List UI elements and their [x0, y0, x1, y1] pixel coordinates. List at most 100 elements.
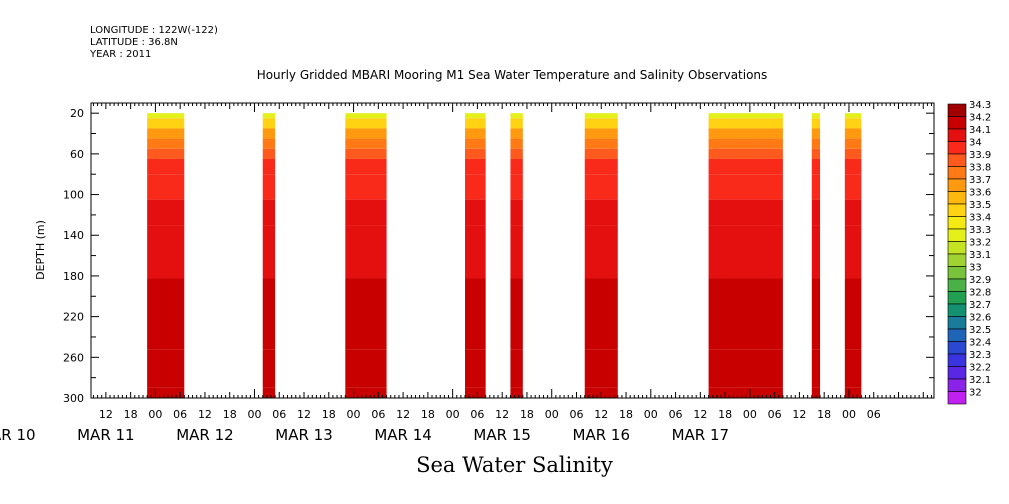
x-tick-label: 06	[669, 408, 683, 421]
colorbar-swatch	[947, 316, 967, 330]
x-tick-label: 18	[124, 408, 138, 421]
plot-area	[147, 113, 862, 398]
y-tick-label: 20	[70, 107, 84, 120]
salinity-cell	[708, 278, 783, 350]
salinity-cell	[811, 113, 821, 119]
x-tick-label: 00	[842, 408, 856, 421]
salinity-cell	[510, 225, 523, 279]
salinity-cell	[345, 387, 387, 398]
y-tick-label: 180	[63, 270, 84, 283]
salinity-cell	[844, 118, 862, 129]
salinity-cell	[584, 128, 618, 139]
colorbar-label: 33.1	[969, 250, 991, 261]
salinity-cell	[844, 158, 862, 175]
colorbar-swatch	[947, 166, 967, 180]
variable-label: Sea Water Salinity	[416, 453, 613, 477]
colorbar-swatch	[947, 103, 967, 117]
x-tick-label: 18	[223, 408, 237, 421]
salinity-cell	[844, 349, 862, 388]
colorbar-label: 32.9	[969, 275, 991, 286]
salinity-cell	[465, 128, 486, 139]
salinity-cell	[708, 387, 783, 398]
salinity-cell	[147, 278, 185, 350]
salinity-cell	[262, 349, 276, 388]
colorbar-swatch	[947, 153, 967, 167]
salinity-cell	[345, 118, 387, 129]
y-tick-label: 140	[63, 229, 84, 242]
x-tick-label: 12	[693, 408, 707, 421]
salinity-cell	[708, 158, 783, 175]
salinity-cell	[345, 225, 387, 279]
x-tick-label: 06	[371, 408, 385, 421]
x-tick-label: 18	[421, 408, 435, 421]
colorbar-swatch	[947, 116, 967, 130]
salinity-cell	[262, 199, 276, 226]
salinity-cell	[510, 118, 523, 129]
salinity-cell	[345, 128, 387, 139]
colorbar-swatch	[947, 303, 967, 317]
colorbar-label: 33.7	[969, 175, 991, 186]
colorbar-label: 33.9	[969, 150, 991, 161]
y-tick-label: 220	[63, 311, 84, 324]
salinity-cell	[811, 174, 821, 200]
x-tick-label: 06	[768, 408, 782, 421]
plot-frame	[90, 102, 935, 399]
colorbar-label: 34.1	[969, 125, 991, 136]
colorbar-label: 32.8	[969, 288, 991, 299]
salinity-cell	[262, 278, 276, 350]
salinity-cell	[811, 225, 821, 279]
x-tick-label: 06	[272, 408, 286, 421]
x-tick-label: 12	[99, 408, 113, 421]
colorbar-label: 32	[969, 388, 982, 399]
salinity-cell	[510, 138, 523, 149]
day-label: MAR 11	[77, 426, 134, 444]
salinity-cell	[147, 118, 185, 129]
salinity-cell	[844, 113, 862, 119]
x-tick-label: 18	[322, 408, 336, 421]
colorbar-label: 32.7	[969, 300, 991, 311]
salinity-cell	[708, 199, 783, 226]
colorbar-label: 33.3	[969, 225, 991, 236]
salinity-cell	[147, 349, 185, 388]
salinity-cell	[708, 113, 783, 119]
salinity-cell	[262, 128, 276, 139]
salinity-cell	[844, 278, 862, 350]
colorbar-swatch	[947, 341, 967, 355]
salinity-cell	[708, 174, 783, 200]
y-tick-label: 100	[63, 189, 84, 202]
colorbar-label: 32.6	[969, 313, 991, 324]
salinity-cell	[510, 158, 523, 175]
longitude-label: LONGITUDE : 122W(-122)	[90, 25, 218, 36]
salinity-cell	[584, 158, 618, 175]
x-tick-label: 18	[520, 408, 534, 421]
salinity-cell	[510, 128, 523, 139]
salinity-cell	[147, 387, 185, 398]
salinity-cell	[147, 174, 185, 200]
salinity-cell	[584, 113, 618, 119]
salinity-cell	[345, 278, 387, 350]
day-label: MAR 17	[672, 426, 729, 444]
salinity-cell	[708, 118, 783, 129]
salinity-cell	[844, 128, 862, 139]
axis-ticks: 20 60 100 140 180 220 260 300 12 18 00 06 12 18 00 06 12…	[0, 103, 934, 444]
salinity-cell	[844, 199, 862, 226]
salinity-cell	[465, 148, 486, 159]
salinity-cell	[510, 349, 523, 388]
colorbar-label: 34.2	[969, 113, 991, 124]
colorbar-label: 33.5	[969, 200, 991, 211]
salinity-cell	[147, 148, 185, 159]
colorbar-swatch	[947, 391, 967, 405]
salinity-cell	[584, 349, 618, 388]
salinity-cell	[811, 199, 821, 226]
colorbar-swatch	[947, 216, 967, 230]
salinity-cell	[147, 199, 185, 226]
x-tick-label: 12	[594, 408, 608, 421]
salinity-cell	[844, 138, 862, 149]
salinity-cell	[465, 199, 486, 226]
salinity-cell	[465, 138, 486, 149]
salinity-cell	[811, 148, 821, 159]
salinity-cell	[147, 113, 185, 119]
x-tick-label: 12	[198, 408, 212, 421]
salinity-cell	[811, 128, 821, 139]
